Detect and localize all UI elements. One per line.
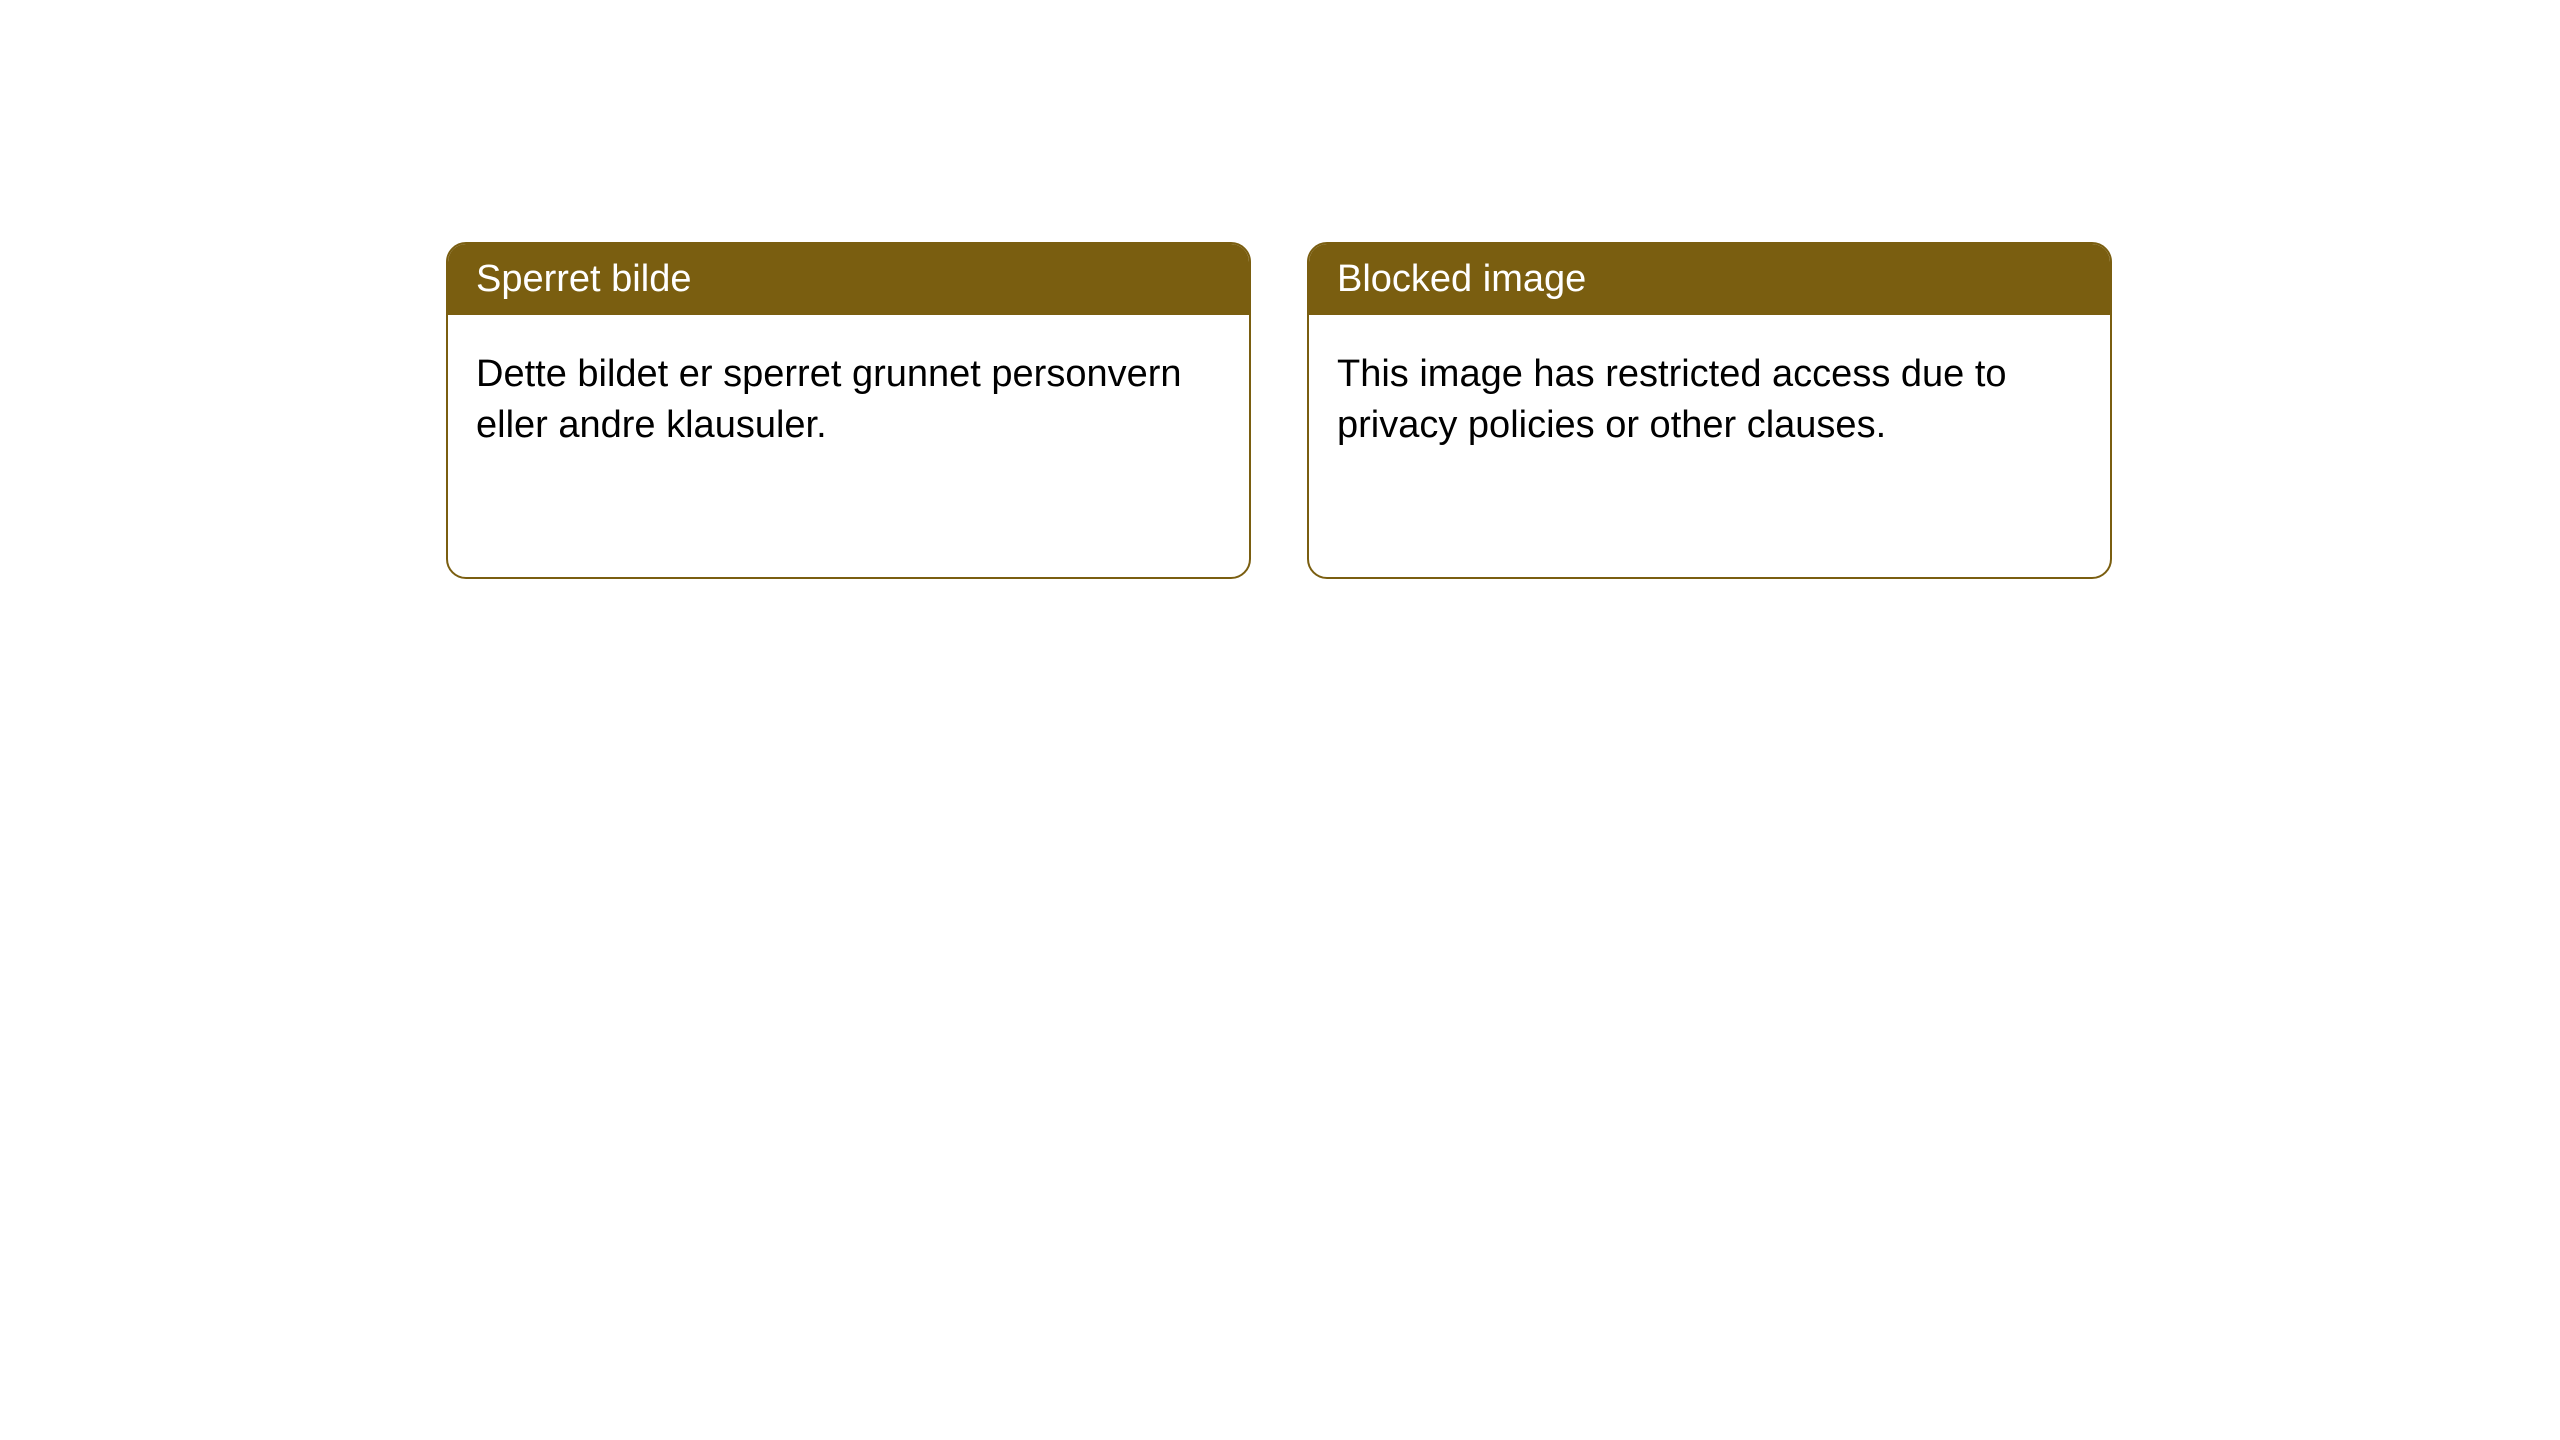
notices-container: Sperret bilde Dette bildet er sperret gr… xyxy=(446,242,2112,579)
notice-header: Blocked image xyxy=(1309,244,2110,315)
notice-card-english: Blocked image This image has restricted … xyxy=(1307,242,2112,579)
notice-body: This image has restricted access due to … xyxy=(1309,315,2110,486)
notice-title: Sperret bilde xyxy=(476,258,691,300)
notice-header: Sperret bilde xyxy=(448,244,1249,315)
notice-card-norwegian: Sperret bilde Dette bildet er sperret gr… xyxy=(446,242,1251,579)
notice-body: Dette bildet er sperret grunnet personve… xyxy=(448,315,1249,486)
notice-body-text: Dette bildet er sperret grunnet personve… xyxy=(476,353,1182,446)
notice-title: Blocked image xyxy=(1337,258,1586,300)
notice-body-text: This image has restricted access due to … xyxy=(1337,353,2007,446)
